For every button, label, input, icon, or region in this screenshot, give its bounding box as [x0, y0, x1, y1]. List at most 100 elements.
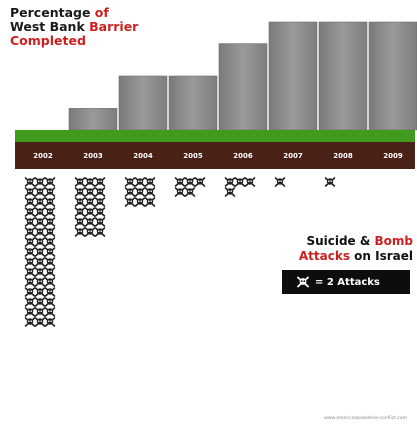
attack-column-2004 — [124, 177, 156, 207]
skull-crossbones-icon — [44, 287, 56, 297]
skull-crossbones-icon — [324, 177, 336, 187]
year-labels: 2002 2003 2004 2005 2006 2007 2008 2009 — [33, 152, 403, 160]
skull-crossbones-icon — [44, 307, 56, 317]
skull-crossbones-icon — [194, 177, 206, 187]
skull-crossbones-icon — [84, 177, 96, 187]
barrier-bar-2007 — [268, 21, 318, 131]
barrier-bar-2003 — [68, 108, 118, 131]
attack-column-2005 — [174, 177, 206, 197]
skull-crossbones-icon — [44, 277, 56, 287]
barrier-bar-2005 — [168, 75, 218, 131]
source-credit: www.americanpalestine-conflict.com — [324, 416, 407, 421]
skull-crossbones-icon — [124, 187, 136, 197]
skull-crossbones-icon — [94, 177, 106, 187]
year-label-2008: 2008 — [333, 152, 353, 160]
skull-crossbones-icon — [34, 247, 46, 257]
skull-crossbones-icon — [174, 177, 186, 187]
skull-crossbones-icon — [34, 297, 46, 307]
skull-crossbones-icon — [124, 197, 136, 207]
skull-crossbones-icon — [297, 276, 309, 288]
soil-strip — [15, 142, 415, 169]
skull-crossbones-icon — [94, 197, 106, 207]
skull-crossbones-icon — [184, 177, 196, 187]
skull-crossbones-icon — [74, 227, 86, 237]
skull-crossbones-icon — [144, 177, 156, 187]
skull-crossbones-icon — [74, 177, 86, 187]
grass-strip — [15, 130, 415, 142]
skull-crossbones-icon — [134, 177, 146, 187]
skull-crossbones-icon — [44, 187, 56, 197]
skull-crossbones-icon — [34, 207, 46, 217]
skull-crossbones-icon — [44, 177, 56, 187]
year-label-2002: 2002 — [33, 152, 53, 160]
skull-crossbones-icon — [144, 187, 156, 197]
skull-crossbones-icon — [84, 217, 96, 227]
barrier-bar-2004 — [118, 75, 168, 131]
legend-key: = 2 Attacks — [282, 270, 410, 294]
skull-crossbones-icon — [44, 217, 56, 227]
skull-crossbones-icon — [74, 197, 86, 207]
skull-crossbones-icon — [24, 267, 36, 277]
skull-crossbones-icon — [94, 217, 106, 227]
skull-crossbones-icon — [44, 207, 56, 217]
skull-crossbones-icon — [84, 227, 96, 237]
year-label-2005: 2005 — [183, 152, 203, 160]
skull-crossbones-icon — [74, 187, 86, 197]
legend-title: Suicide & Bomb Attacks on Israel — [298, 234, 413, 263]
skull-crossbones-icon — [244, 177, 256, 187]
skull-crossbones-icon — [34, 227, 46, 237]
skull-crossbones-icon — [44, 237, 56, 247]
skull-crossbones-icon — [24, 257, 36, 267]
skull-crossbones-icon — [24, 277, 36, 287]
skull-crossbones-icon — [34, 197, 46, 207]
skull-crossbones-icon — [44, 227, 56, 237]
skull-crossbones-icon — [84, 197, 96, 207]
skull-crossbones-icon — [44, 257, 56, 267]
skull-crossbones-icon — [74, 217, 86, 227]
skull-crossbones-icon — [24, 207, 36, 217]
skull-crossbones-icon — [74, 207, 86, 217]
skull-crossbones-icon — [44, 267, 56, 277]
attack-column-2002 — [24, 177, 56, 327]
barrier-bar-2008 — [318, 21, 368, 131]
skull-crossbones-icon — [24, 197, 36, 207]
skull-crossbones-icon — [24, 237, 36, 247]
skull-crossbones-icon — [24, 187, 36, 197]
skull-crossbones-icon — [84, 207, 96, 217]
skull-crossbones-icon — [124, 177, 136, 187]
skull-crossbones-icon — [44, 317, 56, 327]
skull-crossbones-icon — [24, 177, 36, 187]
skull-crossbones-icon — [94, 187, 106, 197]
skull-crossbones-icon — [34, 217, 46, 227]
legend-key-label: = 2 Attacks — [315, 276, 380, 288]
attack-column-2007 — [274, 177, 286, 187]
skull-crossbones-icon — [134, 197, 146, 207]
skull-crossbones-icon — [274, 177, 286, 187]
skull-crossbones-icon — [34, 307, 46, 317]
skull-crossbones-icon — [174, 187, 186, 197]
year-label-2009: 2009 — [383, 152, 403, 160]
barrier-bar-2006 — [218, 43, 268, 131]
year-label-2004: 2004 — [133, 152, 153, 160]
skull-crossbones-icon — [44, 247, 56, 257]
skull-crossbones-icon — [234, 177, 246, 187]
attack-column-2003 — [74, 177, 106, 237]
skull-crossbones-icon — [94, 227, 106, 237]
skull-crossbones-icon — [44, 197, 56, 207]
skull-crossbones-icon — [34, 267, 46, 277]
barrier-walls — [68, 21, 417, 131]
skull-crossbones-icon — [84, 187, 96, 197]
skull-crossbones-icon — [94, 207, 106, 217]
skull-crossbones-icon — [24, 217, 36, 227]
year-label-2003: 2003 — [83, 152, 103, 160]
skull-crossbones-icon — [44, 297, 56, 307]
skull-crossbones-icon — [224, 177, 236, 187]
skull-crossbones-icon — [224, 187, 236, 197]
chart-title: Percentage of West Bank Barrier Complete… — [10, 5, 139, 48]
skull-crossbones-icon — [24, 287, 36, 297]
skull-crossbones-icon — [184, 187, 196, 197]
skull-crossbones-icon — [24, 317, 36, 327]
skull-crossbones-icon — [24, 307, 36, 317]
